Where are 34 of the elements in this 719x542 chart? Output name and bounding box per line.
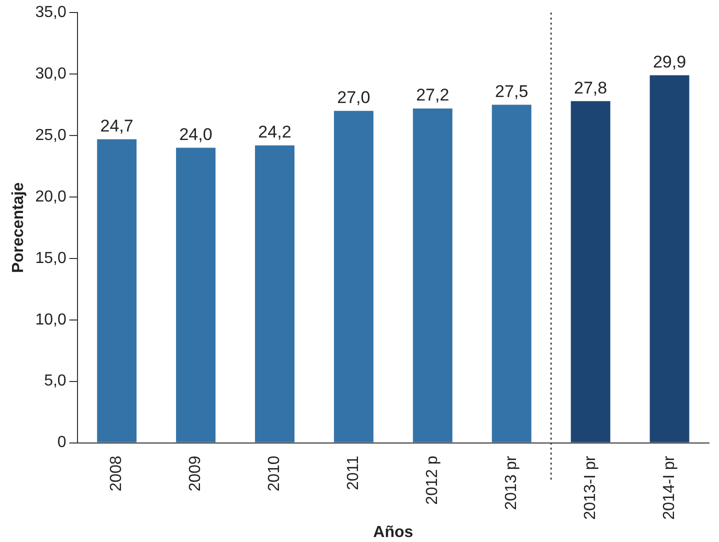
x-tick-label: 2013 pr: [503, 455, 520, 510]
y-tick-label: 5,0: [44, 372, 66, 390]
data-label: 24,7: [100, 116, 134, 136]
x-tick-label: 2010: [266, 456, 284, 492]
bar: [334, 110, 374, 442]
bar: [650, 75, 690, 442]
x-tick-label: 2011: [345, 456, 362, 490]
bar: [492, 104, 532, 442]
y-tick-label: 10,0: [35, 311, 66, 328]
x-tick-label: 2013-I pr: [582, 455, 599, 520]
data-label: 24,0: [179, 124, 212, 144]
data-label: 27,8: [574, 78, 608, 98]
data-label: 27,0: [337, 88, 370, 108]
bar: [570, 101, 610, 442]
bar: [412, 108, 452, 442]
y-tick-label: 30,0: [35, 65, 66, 82]
y-tick-label: 15,0: [35, 250, 66, 267]
y-axis-title: Porecentaje: [10, 182, 28, 274]
data-label: 24,2: [258, 122, 292, 142]
x-tick-label: 2009: [187, 456, 204, 492]
y-tick-label: 35,0: [35, 4, 66, 22]
x-tick-label: 2012 p: [424, 456, 442, 505]
x-tick-label: 2014-I pr: [660, 455, 678, 520]
bar: [176, 148, 216, 442]
x-tick-label: 2008: [108, 456, 126, 492]
data-label: 27,2: [416, 86, 450, 105]
x-axis-title: Años: [373, 524, 414, 541]
y-tick-label: 25,0: [35, 126, 66, 144]
bar: [97, 139, 137, 442]
data-label: 29,9: [652, 52, 686, 72]
y-tick-label: 20,0: [35, 188, 66, 206]
data-label: 27,5: [495, 82, 528, 101]
bar: [254, 145, 294, 442]
y-tick-label: 0: [57, 434, 66, 452]
